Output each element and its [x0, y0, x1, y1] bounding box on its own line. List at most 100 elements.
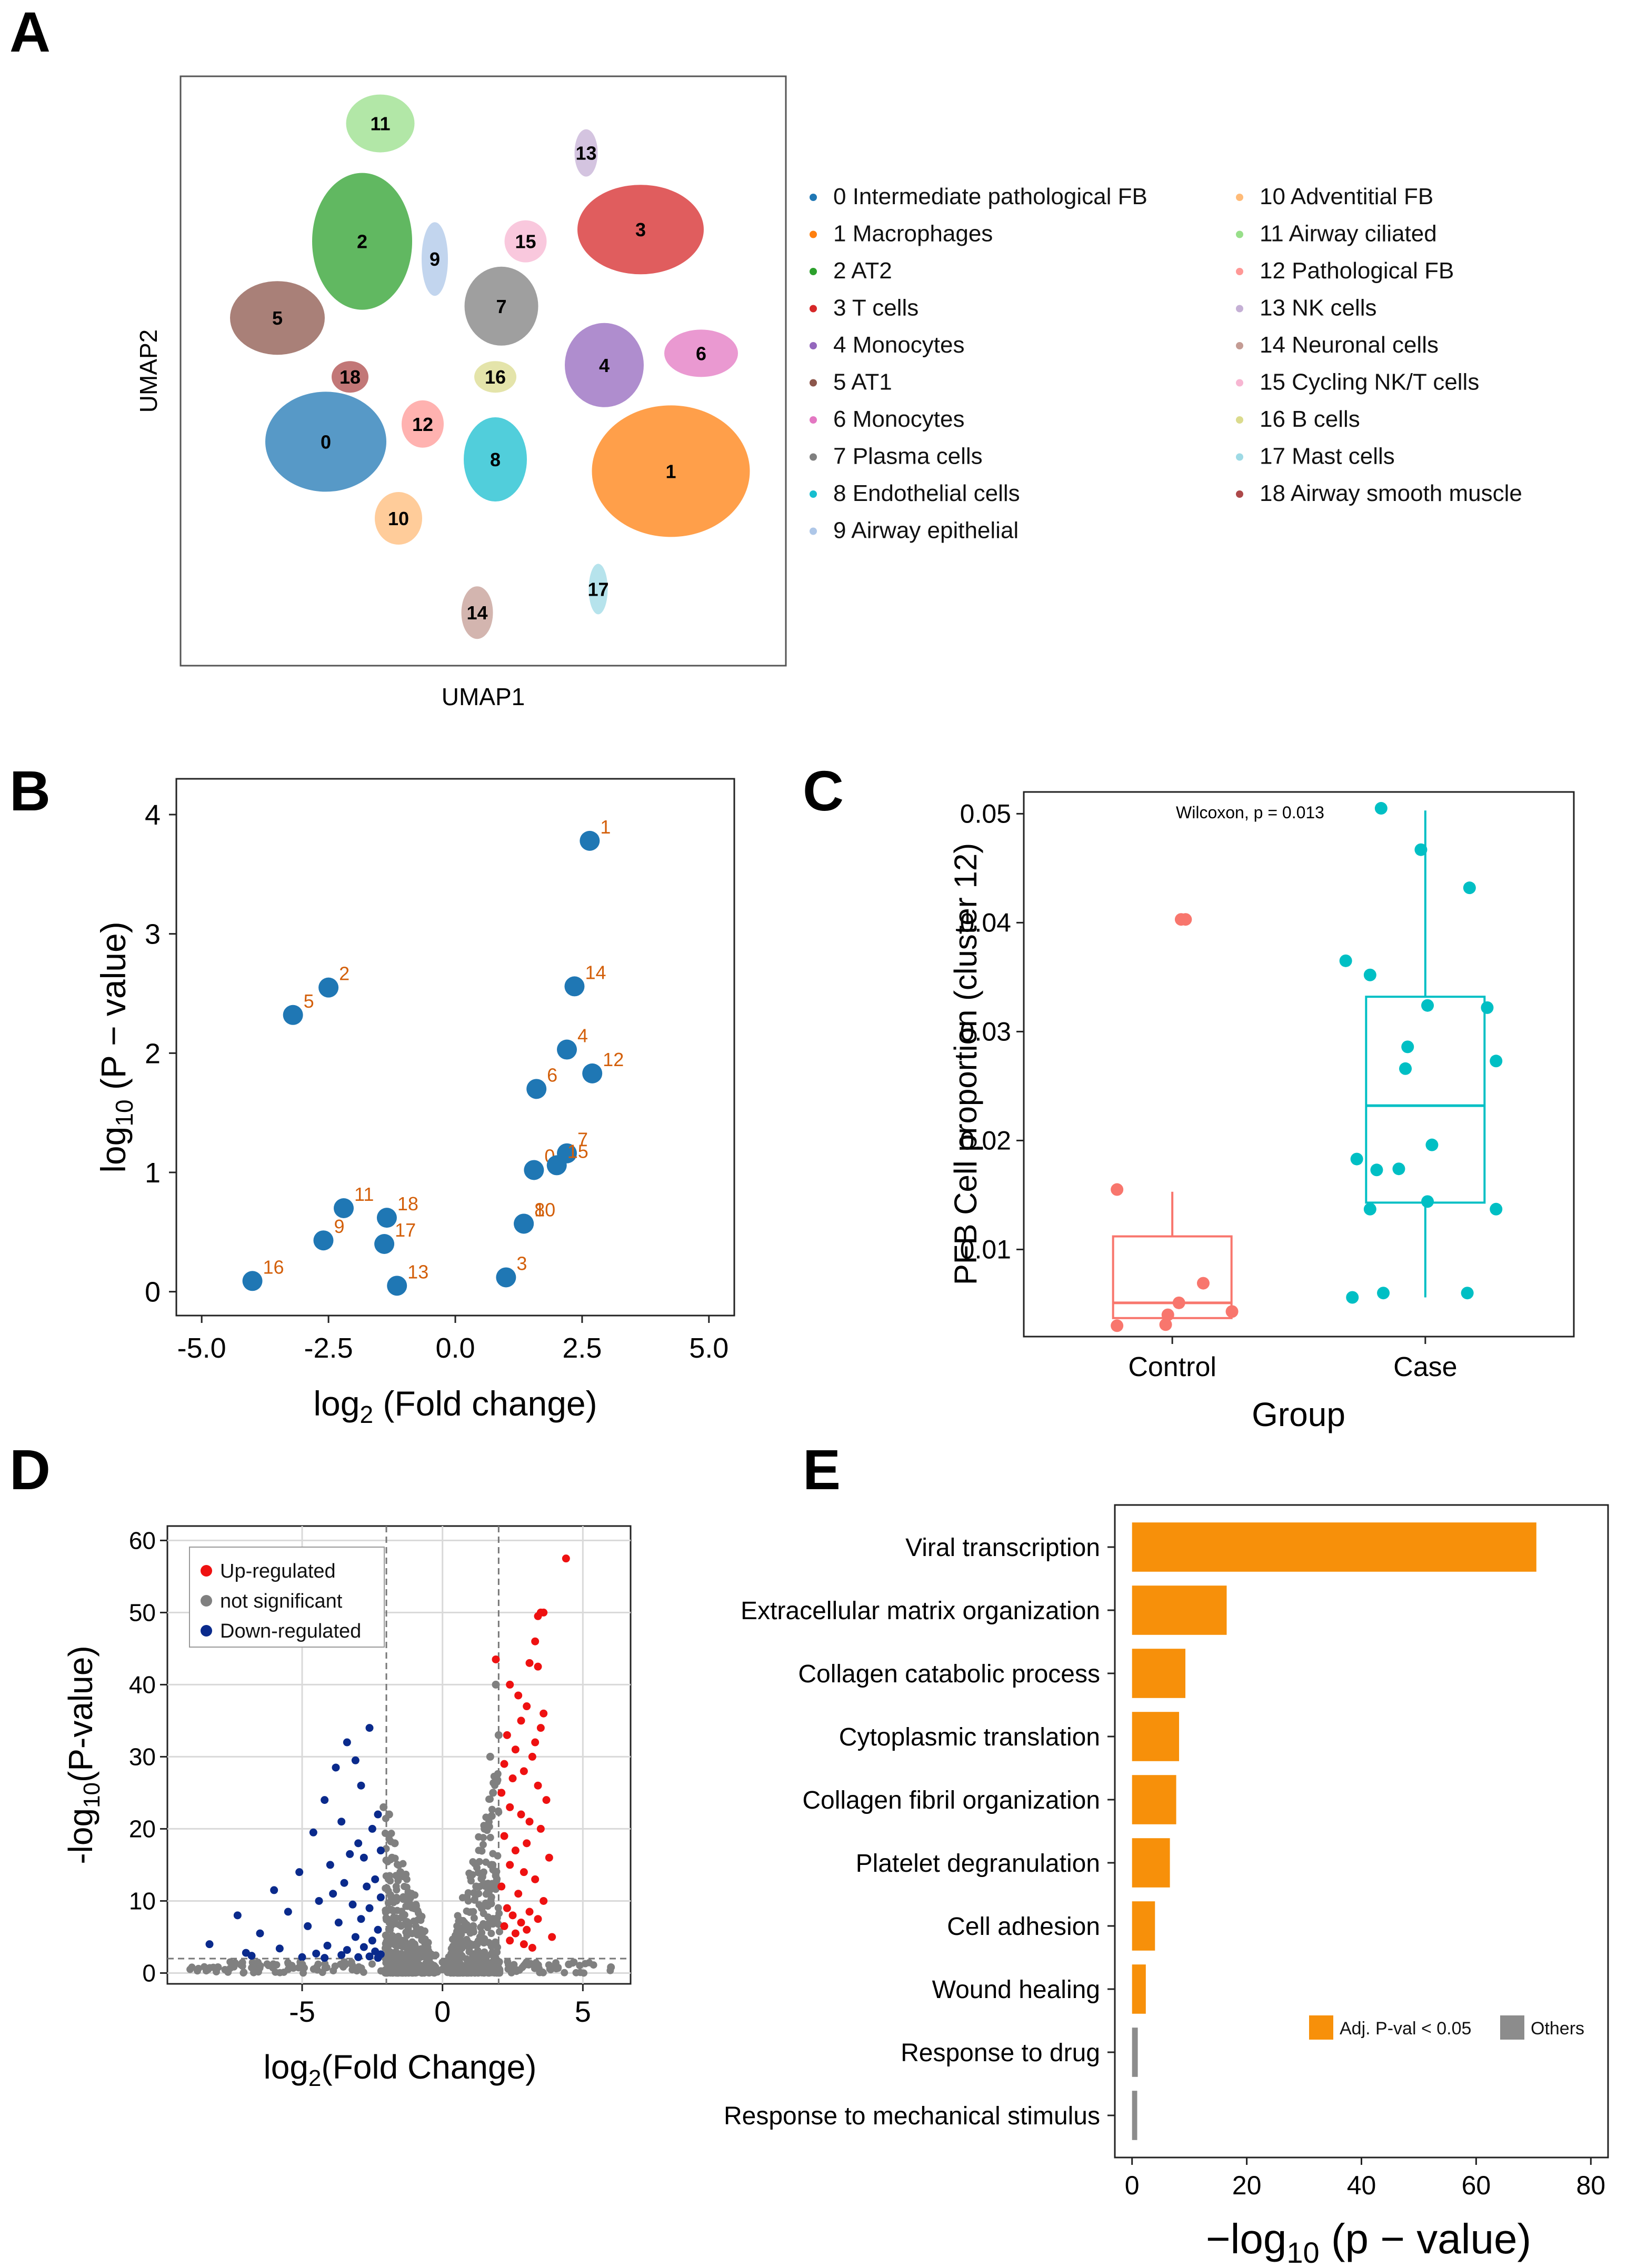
point-label-b-10: 10 — [534, 1199, 555, 1220]
point-d-up-regulated — [517, 1919, 525, 1927]
panel-letter-b: B — [9, 759, 51, 822]
point-d-not-significant — [576, 1962, 584, 1970]
y-tick-label-b: 0 — [145, 1277, 161, 1308]
point-d-not-significant — [430, 1962, 438, 1970]
umap-cluster-14 — [461, 586, 493, 639]
point-d-not-significant — [276, 1969, 284, 1976]
umap-cluster-12 — [402, 400, 444, 448]
umap-label-13: 13 — [575, 143, 596, 164]
x-tick-label-e: 40 — [1347, 2171, 1376, 2200]
point-label-b-14: 14 — [585, 961, 606, 983]
point-d-down-regulated — [365, 1952, 374, 1961]
umap-label-8: 8 — [490, 449, 501, 470]
point-d-not-significant — [457, 1931, 465, 1939]
umap-cluster-6 — [664, 329, 738, 377]
point-d-up-regulated — [528, 1752, 536, 1761]
point-d-down-regulated — [334, 1919, 343, 1927]
point-d-not-significant — [403, 1931, 411, 1939]
point-d-up-regulated — [500, 1922, 508, 1930]
point-d-up-regulated — [525, 1818, 534, 1826]
point-d-down-regulated — [360, 1853, 368, 1862]
point-d-up-regulated — [525, 1659, 534, 1667]
point-b-15 — [546, 1155, 567, 1176]
point-d-not-significant — [214, 1963, 222, 1971]
legend-label-d: not significant — [220, 1590, 343, 1612]
legend-label-d: Down-regulated — [220, 1620, 361, 1642]
umap-cluster-15 — [504, 220, 547, 263]
point-d-not-significant — [481, 1882, 489, 1890]
point-d-not-significant — [494, 1943, 502, 1951]
point-b-1 — [580, 830, 600, 851]
point-d-up-regulated — [514, 1890, 523, 1898]
point-d-not-significant — [504, 1961, 512, 1969]
point-d-not-significant — [487, 1893, 495, 1901]
point-d-down-regulated — [374, 1925, 382, 1934]
point-d-up-regulated — [542, 1796, 551, 1804]
point-d-not-significant — [469, 1950, 477, 1958]
axes-c: 0.01 0.02 0.03 0.04 0.05 Control Case — [960, 799, 1458, 1382]
point-d-not-significant — [468, 1968, 476, 1976]
jitter-point-case — [1363, 968, 1376, 981]
point-d-not-significant — [387, 1905, 395, 1913]
point-d-down-regulated — [321, 1954, 329, 1962]
point-d-not-significant — [382, 1856, 390, 1864]
point-d-down-regulated — [368, 1824, 376, 1833]
point-d-not-significant — [230, 1963, 238, 1971]
point-label-b-5: 5 — [304, 990, 314, 1012]
point-d-not-significant — [447, 1962, 455, 1970]
point-d-not-significant — [273, 1961, 281, 1969]
umap-cluster-9 — [422, 222, 448, 296]
point-d-down-regulated — [354, 1953, 363, 1961]
umap-cluster-3 — [577, 185, 704, 275]
panel-e: E Viral transcription Extracellular matri… — [724, 1438, 1609, 2268]
point-d-not-significant — [482, 1953, 490, 1961]
point-d-not-significant — [188, 1963, 196, 1971]
point-d-not-significant — [481, 1824, 489, 1833]
x-tick-label-c-case: Case — [1393, 1352, 1457, 1382]
umap-legend: 0 Intermediate pathological FB 1 Macropha… — [810, 184, 1522, 544]
point-d-not-significant — [473, 1864, 481, 1872]
point-d-up-regulated — [523, 1839, 531, 1848]
category-label-e: Extracellular matrix organization — [741, 1597, 1100, 1625]
point-d-not-significant — [384, 1899, 392, 1907]
panel-letter-c: C — [803, 759, 844, 822]
legend-label-8: 8 Endothelial cells — [833, 480, 1020, 506]
jitter-point-case — [1374, 802, 1388, 815]
point-b-13 — [387, 1276, 407, 1296]
point-d-not-significant — [321, 1960, 329, 1968]
y-tick-label-b: 4 — [145, 799, 161, 831]
jitter-point-case — [1339, 954, 1352, 967]
umap-cluster-5 — [230, 281, 325, 355]
point-d-up-regulated — [492, 1655, 500, 1663]
point-d-not-significant — [466, 1940, 475, 1949]
jitter-point-control — [1161, 1308, 1174, 1321]
panel-letter-d: D — [9, 1438, 51, 1501]
legend-dot-8 — [810, 490, 817, 498]
umap-label-12: 12 — [412, 414, 433, 435]
point-d-not-significant — [565, 1960, 573, 1969]
point-d-down-regulated — [312, 1949, 321, 1958]
point-d-down-regulated — [298, 1953, 306, 1961]
point-d-not-significant — [459, 1968, 467, 1976]
point-b-6 — [526, 1079, 547, 1099]
jitter-point-control — [1111, 1319, 1124, 1332]
point-d-not-significant — [284, 1959, 292, 1966]
point-label-b-6: 6 — [547, 1064, 557, 1086]
point-d-up-regulated — [545, 1853, 553, 1862]
point-d-not-significant — [405, 1968, 413, 1976]
bar-e — [1132, 1585, 1227, 1635]
umap-cluster-18 — [332, 361, 368, 393]
y-tick-label-c: 0.04 — [960, 908, 1011, 937]
bar-e — [1132, 1838, 1170, 1888]
point-d-not-significant — [467, 1908, 475, 1916]
legend-dot-d — [201, 1625, 212, 1637]
legend-label-1: 1 Macrophages — [833, 221, 993, 247]
legend-label-4: 4 Monocytes — [833, 332, 964, 358]
legend-e: Adj. P-val < 0.05 Others — [1309, 2015, 1584, 2040]
point-d-up-regulated — [508, 1911, 517, 1920]
point-d-not-significant — [494, 1731, 503, 1739]
legend-dot-13 — [1236, 305, 1243, 313]
legend-label-3: 3 T cells — [833, 295, 919, 321]
point-d-not-significant — [607, 1963, 615, 1971]
